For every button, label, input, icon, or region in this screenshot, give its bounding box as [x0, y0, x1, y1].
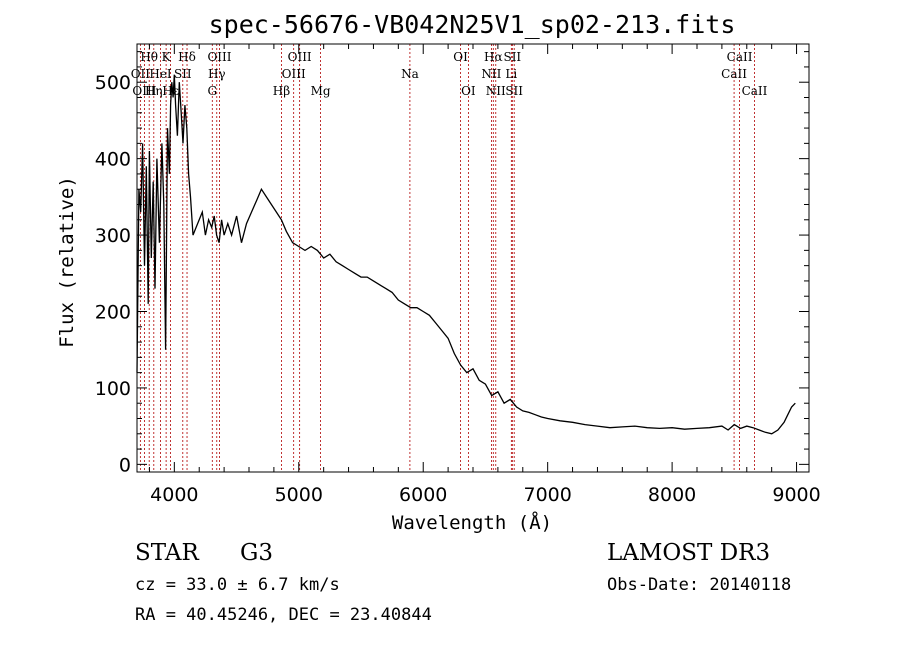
x-tick-label: 5000: [275, 484, 323, 506]
line-marker-label: OI: [461, 84, 476, 98]
line-marker-label: Hγ: [208, 67, 226, 81]
line-marker-label: OIII: [288, 50, 312, 64]
line-marker-label: Na: [401, 67, 419, 81]
line-marker-label: NII: [486, 84, 506, 98]
line-marker-label: Hδ: [178, 50, 196, 64]
spectrum-series-line: [136, 74, 796, 435]
y-tick-label: 400: [95, 149, 131, 171]
line-marker-label: OI: [453, 50, 468, 64]
line-marker-label: Hη: [145, 84, 163, 98]
line-marker-label: NII: [481, 67, 501, 81]
x-tick-label: 7000: [523, 484, 571, 506]
y-axis: 0 100 200 300 400 500: [95, 51, 809, 476]
line-marker-label: OIII: [207, 50, 231, 64]
line-marker-label: Mg: [311, 84, 331, 98]
x-tick-label: 9000: [772, 484, 820, 506]
chart-title: spec-56676-VB042N25V1_sp02-213.fits: [209, 10, 736, 39]
line-marker-label: CaII: [742, 84, 768, 98]
x-tick-label: 6000: [399, 484, 447, 506]
y-axis-label: Flux (relative): [56, 176, 78, 348]
x-axis: 4000 5000 6000 7000 8000 9000: [148, 44, 821, 506]
line-marker-label: Hθ: [140, 50, 158, 64]
line-marker-label: SII: [503, 50, 521, 64]
plot-frame: [136, 43, 810, 473]
y-tick-label: 500: [95, 72, 131, 94]
line-marker-label: Hα: [484, 50, 503, 64]
redshift-readout: cz = 33.0 ± 6.7 km/s: [135, 575, 340, 595]
line-marker-label: CaII: [727, 50, 753, 64]
survey-name: LAMOST DR3: [607, 540, 770, 566]
line-marker-label: G: [207, 84, 217, 98]
object-class: STAR: [135, 540, 199, 566]
x-tick-label: 4000: [150, 484, 198, 506]
line-marker-label: OIII: [282, 67, 306, 81]
y-tick-label: 100: [95, 378, 131, 400]
line-marker-label: OIII: [132, 84, 156, 98]
line-marker-label: CaII: [721, 67, 747, 81]
x-axis-label: Wavelength (Å): [392, 511, 552, 534]
line-marker-label: SII: [174, 67, 192, 81]
line-marker-label: K: [162, 50, 172, 64]
y-tick-label: 200: [95, 302, 131, 324]
y-tick-label: 300: [95, 225, 131, 247]
y-tick-label: 0: [119, 454, 131, 476]
spectral-subclass: G3: [240, 540, 273, 566]
line-marker-label: SII: [505, 84, 523, 98]
emission-line-markers: [139, 44, 755, 472]
observation-date: Obs-Date: 20140118: [607, 575, 791, 595]
line-marker-label: Li: [505, 67, 517, 81]
line-marker-label: HeI: [149, 67, 172, 81]
line-marker-label: Hβ: [273, 84, 290, 98]
line-marker-label: OII: [131, 67, 151, 81]
coordinates-readout: RA = 40.45246, DEC = 23.40844: [135, 605, 432, 625]
x-tick-label: 8000: [648, 484, 696, 506]
